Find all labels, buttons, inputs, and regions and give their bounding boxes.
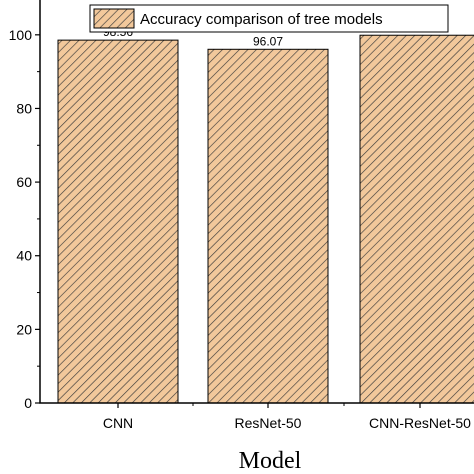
bar-resnet-50: [207, 48, 329, 404]
bar-cnn-resnet-50: [359, 34, 474, 404]
bar-cnn: [57, 39, 179, 404]
y-tick-label: 20: [16, 321, 32, 337]
x-tick-label: CNN: [103, 415, 133, 431]
y-tick-label: 80: [16, 100, 32, 116]
y-axis: 0 20 40 60 80 100: [9, 27, 40, 411]
y-tick-label: 40: [16, 248, 32, 264]
x-axis-title: Model: [239, 448, 302, 474]
legend-swatch: [93, 8, 135, 29]
x-tick-label: CNN-ResNet-50: [369, 415, 471, 431]
x-axis: CNN ResNet-50 CNN-ResNet-50: [103, 403, 471, 431]
legend-box: [89, 4, 449, 33]
y-tick-label: 60: [16, 174, 32, 190]
y-tick-label: 100: [9, 27, 33, 43]
plot-frame: [39, 0, 474, 404]
legend: Accuracy comparison of tree models: [89, 4, 449, 33]
data-label: 96.07: [253, 34, 283, 48]
legend-label: Accuracy comparison of tree models: [140, 11, 383, 28]
bars-layer: [57, 34, 474, 404]
x-tick-label: ResNet-50: [235, 415, 302, 431]
y-tick-label: 0: [24, 395, 32, 411]
